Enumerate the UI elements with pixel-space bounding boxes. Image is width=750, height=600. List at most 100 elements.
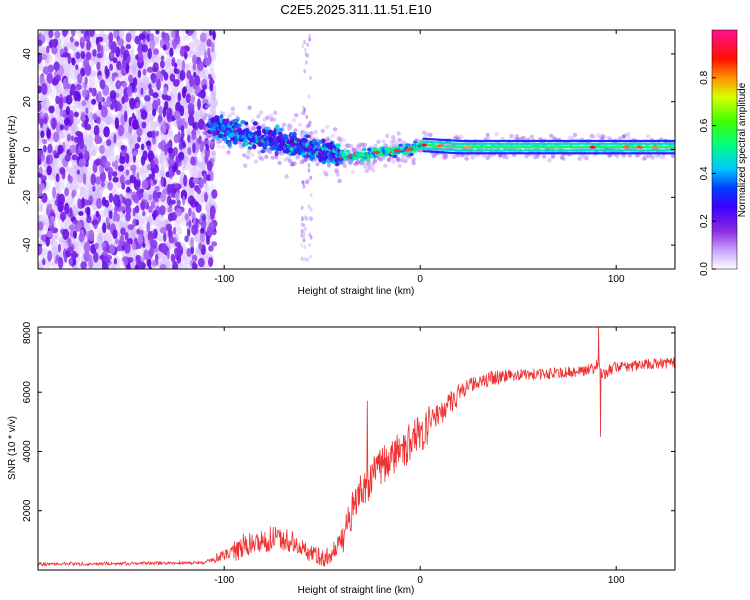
heatmap-cell — [166, 250, 170, 260]
heatmap-cell — [125, 169, 130, 176]
heatmap-cell — [271, 132, 276, 138]
heatmap-cell — [215, 139, 220, 144]
heatmap-cell — [100, 181, 105, 188]
heatmap-cell — [159, 60, 165, 69]
heatmap-cell — [301, 43, 305, 49]
heatmap-cell — [524, 154, 529, 159]
heatmap-cell — [98, 101, 102, 110]
heatmap-cell — [166, 195, 172, 206]
heatmap-cell — [140, 143, 145, 151]
heatmap-cell — [114, 238, 119, 245]
heatmap-cell — [166, 95, 172, 102]
heatmap-cell — [123, 258, 129, 266]
heatmap-cell — [95, 210, 100, 218]
heatmap-cell — [171, 115, 175, 122]
heatmap-cell — [148, 88, 154, 97]
heatmap-cell — [52, 40, 58, 49]
heatmap-cell — [88, 258, 94, 269]
heatmap-cell — [114, 159, 119, 171]
heatmap-cell — [670, 153, 675, 158]
heatmap-cell — [77, 198, 82, 209]
heatmap-cell — [160, 215, 165, 226]
heatmap-cell — [132, 167, 136, 178]
heatmap-cell — [101, 196, 107, 207]
heatmap-cell — [621, 153, 626, 159]
heatmap-cell — [650, 155, 655, 160]
heatmap-cell — [398, 138, 403, 144]
heatmap-cell — [203, 130, 208, 135]
heatmap-cell — [125, 32, 132, 43]
heatmap-cell — [622, 133, 627, 139]
heatmap-cell — [146, 66, 154, 73]
heatmap-cell — [121, 82, 128, 88]
heatmap-cell — [208, 73, 212, 79]
heatmap-cell — [136, 171, 140, 181]
heatmap-cell — [118, 127, 123, 137]
heatmap-cell — [128, 97, 136, 107]
heatmap-cell — [330, 134, 335, 139]
heatmap-cell — [337, 178, 342, 184]
heatmap-cell — [145, 99, 152, 110]
heatmap-cell — [204, 92, 209, 101]
heatmap-cell — [58, 193, 65, 206]
heatmap-cell — [63, 117, 70, 126]
heatmap-cell — [309, 193, 313, 198]
heatmap-cell — [353, 162, 358, 167]
heatmap-cell — [233, 124, 239, 129]
heatmap-cell — [344, 143, 349, 148]
heatmap-cell — [172, 254, 176, 265]
heatmap-cell — [68, 224, 76, 231]
heatmap-cell — [135, 254, 141, 261]
heatmap-cell — [96, 61, 101, 71]
heatmap-cell — [206, 98, 215, 108]
heatmap-cell — [269, 117, 274, 122]
heatmap-cell — [444, 153, 449, 158]
heatmap-cell — [141, 121, 147, 129]
heatmap-cell — [131, 150, 139, 156]
heatmap-cell — [184, 235, 189, 243]
heatmap-cell — [265, 147, 271, 152]
heatmap-cell — [128, 228, 136, 239]
heatmap-cell — [259, 156, 265, 162]
heatmap-cell — [519, 136, 525, 141]
heatmap-cell — [389, 139, 394, 145]
heatmap-cell — [309, 175, 313, 180]
heatmap-cell — [94, 242, 99, 250]
heatmap-cell — [46, 230, 53, 238]
heatmap-cell — [40, 234, 45, 241]
heatmap-cell — [300, 243, 304, 248]
heatmap-cell — [159, 152, 165, 165]
heatmap-cell — [431, 153, 437, 159]
heatmap-cell — [83, 154, 89, 161]
heatmap-cell — [124, 231, 129, 241]
heatmap-cell — [152, 92, 159, 99]
heatmap-cell — [397, 163, 402, 168]
heatmap-cell — [211, 151, 216, 156]
heatmap-cell — [120, 149, 127, 158]
heatmap-cell — [38, 166, 43, 175]
heatmap-cell — [166, 107, 173, 120]
heatmap-cell — [70, 69, 78, 81]
heatmap-cell — [72, 230, 78, 239]
heatmap-cell — [253, 159, 258, 164]
heatmap-cell — [67, 41, 75, 49]
heatmap-cell — [85, 107, 89, 115]
heatmap-cell — [640, 156, 646, 161]
heatmap-cell — [181, 157, 186, 171]
heatmap-cell — [204, 98, 209, 104]
heatmap-cell — [293, 128, 298, 133]
heatmap-cell — [148, 173, 153, 180]
heatmap-cell — [145, 140, 151, 147]
heatmap-cell — [300, 233, 304, 238]
heatmap-cell — [345, 144, 350, 149]
heatmap-cell — [73, 111, 80, 118]
heatmap-cell — [162, 44, 167, 51]
heatmap-cell — [372, 159, 377, 164]
heatmap-cell — [577, 156, 582, 161]
heatmap-cell — [298, 131, 303, 136]
heatmap-cell — [315, 162, 320, 167]
heatmap-cell — [41, 83, 48, 95]
heatmap-cell — [80, 229, 84, 235]
heatmap-cell — [302, 236, 306, 241]
heatmap-cell — [206, 103, 212, 108]
